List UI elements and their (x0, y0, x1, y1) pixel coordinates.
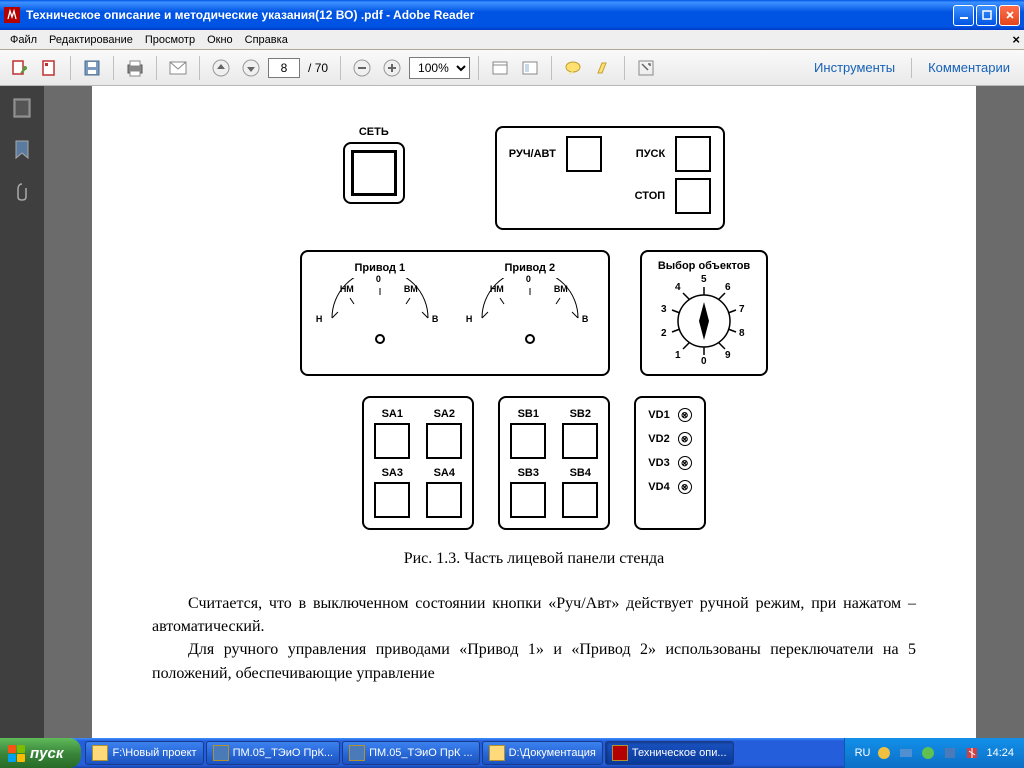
document-viewport[interactable]: СЕТЬ РУЧ/АВТ ПУСК СТОП (44, 86, 1024, 738)
drives-panel: Привод 1 Н НМ 0 ВМ (300, 250, 610, 376)
windows-logo-icon (8, 745, 25, 762)
tool-icon-2[interactable] (517, 55, 543, 81)
save-icon[interactable] (79, 55, 105, 81)
maximize-button[interactable] (976, 5, 997, 26)
figure-caption: Рис. 1.3. Часть лицевой панели стенда (152, 550, 916, 568)
menu-file[interactable]: Файл (4, 32, 43, 48)
email-icon[interactable] (165, 55, 191, 81)
drive1-dial: Н НМ 0 ВМ В (320, 278, 440, 328)
drive1-label: Привод 1 (354, 262, 405, 274)
menu-view[interactable]: Просмотр (139, 32, 201, 48)
doc-close-icon[interactable]: × (1012, 32, 1020, 47)
stop-button (675, 178, 711, 214)
menu-bar: Файл Редактирование Просмотр Окно Справк… (0, 30, 1024, 50)
window-title: Техническое описание и методические указ… (26, 8, 953, 22)
pdf-page: СЕТЬ РУЧ/АВТ ПУСК СТОП (92, 86, 976, 738)
sa-panel: SA1 SA2 SA3 SA4 (362, 396, 474, 530)
page-number-input[interactable] (268, 58, 300, 78)
tray-icon[interactable] (876, 745, 892, 761)
tray-icon[interactable] (964, 745, 980, 761)
thumbnails-icon[interactable] (10, 96, 34, 120)
comment-icon[interactable] (560, 55, 586, 81)
language-indicator[interactable]: RU (855, 747, 871, 759)
task-item[interactable]: ПМ.05_ТЭиО ПрК ... (342, 741, 480, 765)
menu-edit[interactable]: Редактирование (43, 32, 139, 48)
start-label: ПУСК (636, 148, 665, 160)
minimize-button[interactable] (953, 5, 974, 26)
page-down-icon[interactable] (238, 55, 264, 81)
task-item[interactable]: F:\Новый проект (85, 741, 203, 765)
task-items: F:\Новый проект ПМ.05_ТЭиО ПрК... ПМ.05_… (81, 740, 843, 766)
stop-label: СТОП (635, 190, 666, 202)
system-tray[interactable]: RU 14:24 (844, 738, 1024, 768)
menu-window[interactable]: Окно (201, 32, 239, 48)
tool-icon-1[interactable] (487, 55, 513, 81)
zoom-select[interactable]: 100% (409, 57, 470, 79)
app-icon (4, 7, 20, 23)
create-pdf-icon[interactable] (36, 55, 62, 81)
tray-icon[interactable] (898, 745, 914, 761)
paragraph-1: Считается, что в выключенном состоянии к… (152, 592, 916, 638)
net-button (351, 150, 397, 196)
highlight-icon[interactable] (590, 55, 616, 81)
task-item[interactable]: ПМ.05_ТЭиО ПрК... (206, 741, 340, 765)
drive2-label: Привод 2 (504, 262, 555, 274)
menu-help[interactable]: Справка (239, 32, 294, 48)
tools-link[interactable]: Инструменты (806, 56, 903, 79)
read-mode-icon[interactable] (633, 55, 659, 81)
selector-panel: Выбор объектов (640, 250, 768, 376)
close-button[interactable] (999, 5, 1020, 26)
window-titlebar: Техническое описание и методические указ… (0, 0, 1024, 30)
manual-auto-label: РУЧ/АВТ (509, 148, 556, 160)
start-button (675, 136, 711, 172)
control-panel: РУЧ/АВТ ПУСК СТОП (495, 126, 725, 230)
page-total-label: / 70 (308, 61, 328, 75)
zoom-in-icon[interactable] (379, 55, 405, 81)
selector-dial: 5 6 7 8 9 0 1 2 3 4 (659, 276, 749, 366)
manual-auto-button (566, 136, 602, 172)
page-up-icon[interactable] (208, 55, 234, 81)
tray-icon[interactable] (942, 745, 958, 761)
drive2-dial: Н НМ 0 ВМ В (470, 278, 590, 328)
print-icon[interactable] (122, 55, 148, 81)
net-label: СЕТЬ (359, 126, 389, 138)
toolbar: / 70 100% Инструменты Комментарии (0, 50, 1024, 86)
taskbar: пуск F:\Новый проект ПМ.05_ТЭиО ПрК... П… (0, 738, 1024, 768)
sidebar (0, 86, 44, 738)
task-item-active[interactable]: Техническое опи... (605, 741, 734, 765)
sb-panel: SB1 SB2 SB3 SB4 (498, 396, 610, 530)
bookmark-icon[interactable] (10, 138, 34, 162)
vd-panel: VD1⊗ VD2⊗ VD3⊗ VD4⊗ (634, 396, 705, 530)
paragraph-2: Для ручного управления приводами «Привод… (152, 638, 916, 684)
selector-title: Выбор объектов (658, 260, 750, 272)
export-pdf-icon[interactable] (6, 55, 32, 81)
start-button[interactable]: пуск (0, 738, 81, 768)
clock[interactable]: 14:24 (986, 747, 1014, 759)
attachment-icon[interactable] (10, 180, 34, 204)
comments-link[interactable]: Комментарии (920, 56, 1018, 79)
zoom-out-icon[interactable] (349, 55, 375, 81)
task-item[interactable]: D:\Документация (482, 741, 603, 765)
tray-icon[interactable] (920, 745, 936, 761)
